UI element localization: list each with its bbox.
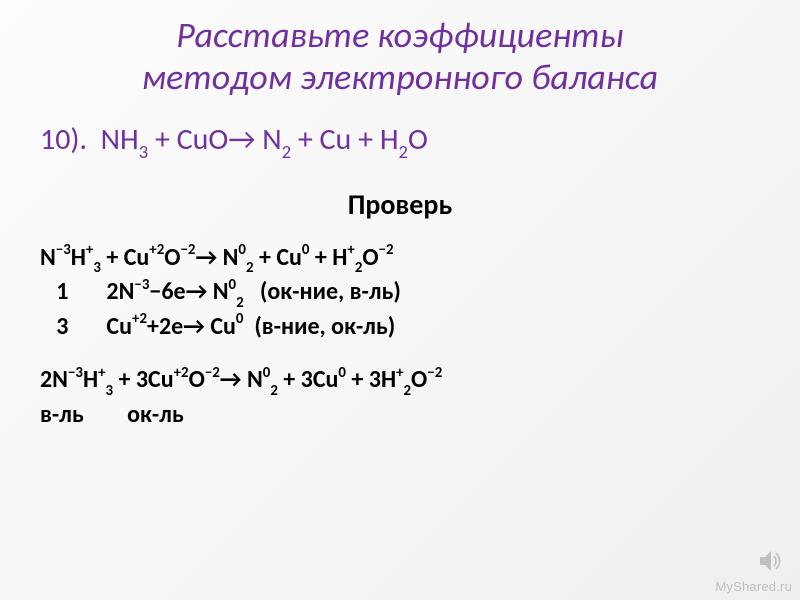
solution-line-1: N−3H+3 + Cu+2O−2→ N02 + Cu0 + H+2O−2 [40,242,800,276]
solution-line-2: 1 2N−3−6e→ N02 (ок-ние, в-ль) [40,276,800,310]
solution-line-3: 3 Cu+2+2e→ Cu0 (в-ние, ок-ль) [40,311,800,343]
problem-equation: NH3 + CuO→ N2 + Cu + H2O [101,121,428,158]
watermark: MyShared.ru [715,579,792,594]
title-line1: Расставьте коэффициенты [176,13,623,57]
check-label: Проверь [0,161,800,222]
problem-line: 10). NH3 + CuO→ N2 + Cu + H2O [0,99,800,161]
speaker-icon [756,546,786,576]
solution-line-5: в-ль ок-ль [40,399,800,431]
problem-number: 10). [40,121,87,158]
slide-title: Расставьте коэффициенты методом электрон… [0,0,800,99]
solution-block-1: N−3H+3 + Cu+2O−2→ N02 + Cu0 + H+2O−2 1 2… [0,222,800,343]
solution-block-2: 2N−3H+3 + 3Cu+2O−2→ N02 + 3Cu0 + 3H+2O−2… [0,342,800,430]
solution-line-4: 2N−3H+3 + 3Cu+2O−2→ N02 + 3Cu0 + 3H+2O−2 [40,364,800,398]
title-line2: методом электронного баланса [142,55,658,99]
